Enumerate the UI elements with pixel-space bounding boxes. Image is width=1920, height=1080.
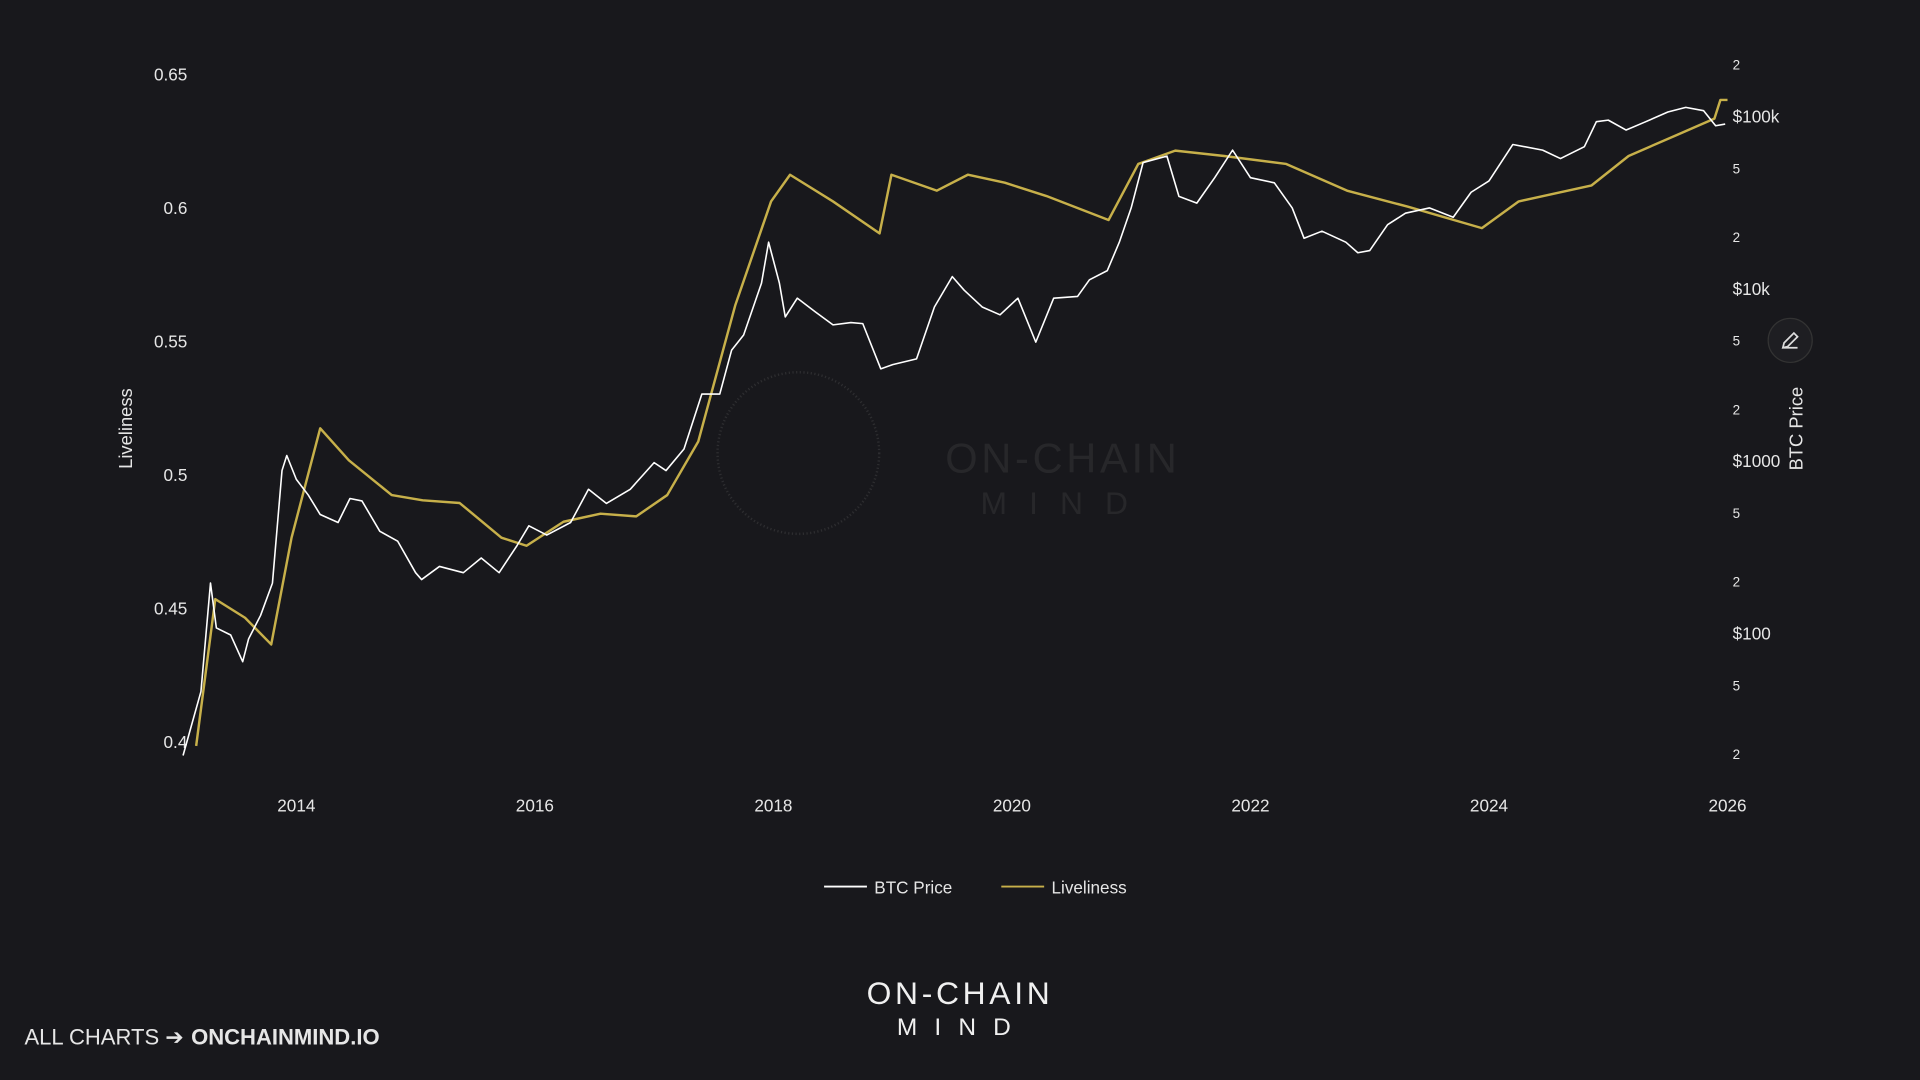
y2-tick-label: 5	[1733, 506, 1740, 521]
x-tick-label: 2026	[1708, 795, 1746, 815]
y-tick-label: 0.55	[154, 331, 187, 351]
series-line	[194, 98, 1728, 747]
y2-tick-label: 2	[1733, 575, 1740, 590]
y2-tick-label: 2	[1733, 230, 1740, 245]
series-line	[182, 106, 1726, 756]
y2-tick-label: 2	[1733, 402, 1740, 417]
y2-tick-label: 5	[1733, 679, 1740, 694]
x-tick-label: 2018	[754, 795, 792, 815]
y-tick-label: 0.4	[164, 732, 188, 752]
x-tick-label: 2014	[277, 795, 316, 815]
y2-tick-label: 5	[1733, 334, 1740, 349]
edit-icon	[1781, 331, 1799, 349]
footer-link[interactable]: ONCHAINMIND.IO	[191, 1024, 379, 1049]
y2-axis-label: BTC Price	[1785, 387, 1806, 471]
y2-tick-label: 2	[1733, 57, 1740, 72]
logo: ON-CHAIN MIND	[867, 975, 1054, 1041]
x-tick-label: 2016	[516, 795, 554, 815]
footer-prefix: ALL CHARTS ➔	[24, 1024, 183, 1049]
y-tick-label: 0.65	[154, 64, 187, 84]
y-tick-label: 0.45	[154, 598, 187, 618]
y-tick-label: 0.6	[164, 198, 188, 218]
watermark-text: ON-CHAIN	[945, 435, 1180, 482]
x-tick-label: 2020	[993, 795, 1031, 815]
legend: BTC Price Liveliness	[824, 878, 1127, 898]
y2-tick-label: $1000	[1733, 451, 1781, 471]
edit-button-bg[interactable]	[1767, 317, 1813, 364]
x-tick-label: 2024	[1470, 795, 1509, 815]
legend-label: Liveliness	[1052, 878, 1127, 898]
y2-tick-label: 2	[1733, 747, 1740, 762]
watermark-text: MIND	[981, 485, 1151, 521]
y2-tick-label: $100	[1733, 624, 1771, 644]
watermark: ON-CHAIN MIND	[716, 371, 1180, 536]
y2-tick-label: $10k	[1733, 279, 1771, 299]
y-axis-label: Liveliness	[115, 388, 136, 469]
x-tick-label: 2022	[1231, 795, 1269, 815]
legend-label: BTC Price	[874, 878, 952, 898]
footer-text: ALL CHARTS ➔ ONCHAINMIND.IO	[24, 1024, 379, 1049]
logo-text: MIND	[897, 1014, 1028, 1041]
edit-button[interactable]	[1767, 317, 1813, 364]
watermark-icon	[716, 371, 881, 536]
y2-tick-label: $100k	[1733, 106, 1780, 126]
y-tick-label: 0.5	[164, 465, 188, 485]
y2-tick-label: 5	[1733, 161, 1740, 176]
logo-text: ON-CHAIN	[867, 975, 1054, 1011]
